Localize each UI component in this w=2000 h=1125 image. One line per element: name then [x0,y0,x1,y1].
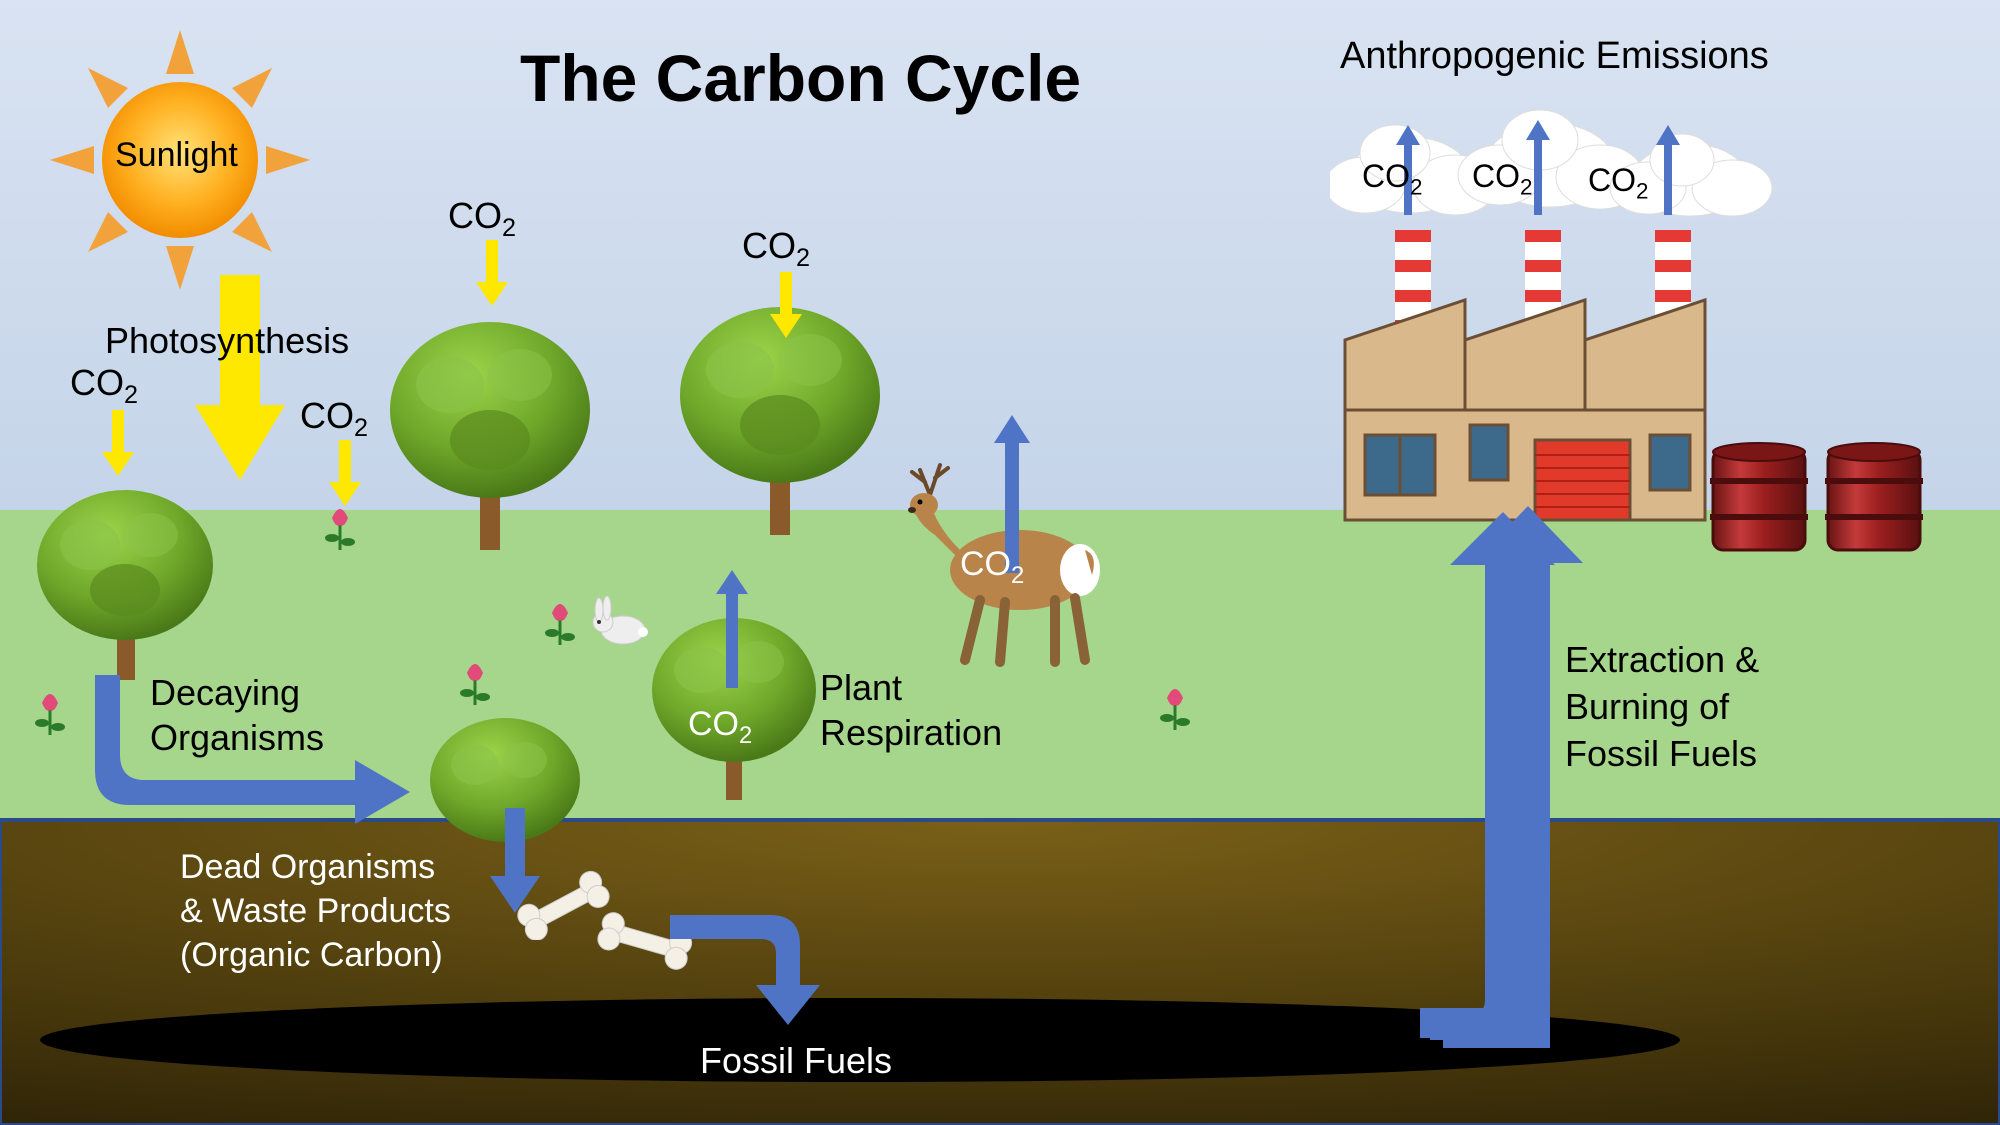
main-title: The Carbon Cycle [520,40,1081,116]
dead-org-label: Dead Organisms & Waste Products (Organic… [180,845,451,978]
rabbit-icon [585,590,655,650]
factory-icon [1335,210,1715,530]
tree4-co2: CO2 [742,225,810,273]
tree-icon [375,300,605,560]
barrels-icon [1705,440,1945,560]
sunlight-arrow [190,275,290,485]
cloud-co2-2: CO2 [1472,158,1532,200]
plant-co2: CO2 [688,705,752,750]
sunlight-label: Sunlight [115,136,238,175]
decaying-label: Decaying Organisms [150,670,324,760]
anthro-label: Anthropogenic Emissions [1340,35,1769,78]
flower-icon [540,595,580,650]
flower-icon [30,685,70,740]
tree2-co2: CO2 [300,395,368,443]
yellow-down-arrow [325,440,365,510]
photosynthesis-label: Photosynthesis [105,320,349,362]
flower-icon [1155,680,1195,735]
flower-icon [455,655,495,710]
cloud-co2-3: CO2 [1588,162,1648,204]
to-fossil-arrow [660,905,850,1035]
fossil-label: Fossil Fuels [700,1040,892,1082]
animal-co2: CO2 [960,545,1024,590]
extraction-arrow-final [1428,503,1598,1053]
extraction-label: Extraction & Burning of Fossil Fuels [1565,637,1759,777]
photo-co2: CO2 [70,362,138,410]
plant-resp-label: Plant Respiration [820,665,1002,755]
tree-icon [25,470,225,690]
yellow-down-arrow [98,410,138,480]
yellow-down-arrow [766,272,806,342]
tree3-co2: CO2 [448,195,516,243]
blue-up-arrow [714,570,750,690]
yellow-down-arrow [472,240,512,310]
cloud-co2-1: CO2 [1362,158,1422,200]
